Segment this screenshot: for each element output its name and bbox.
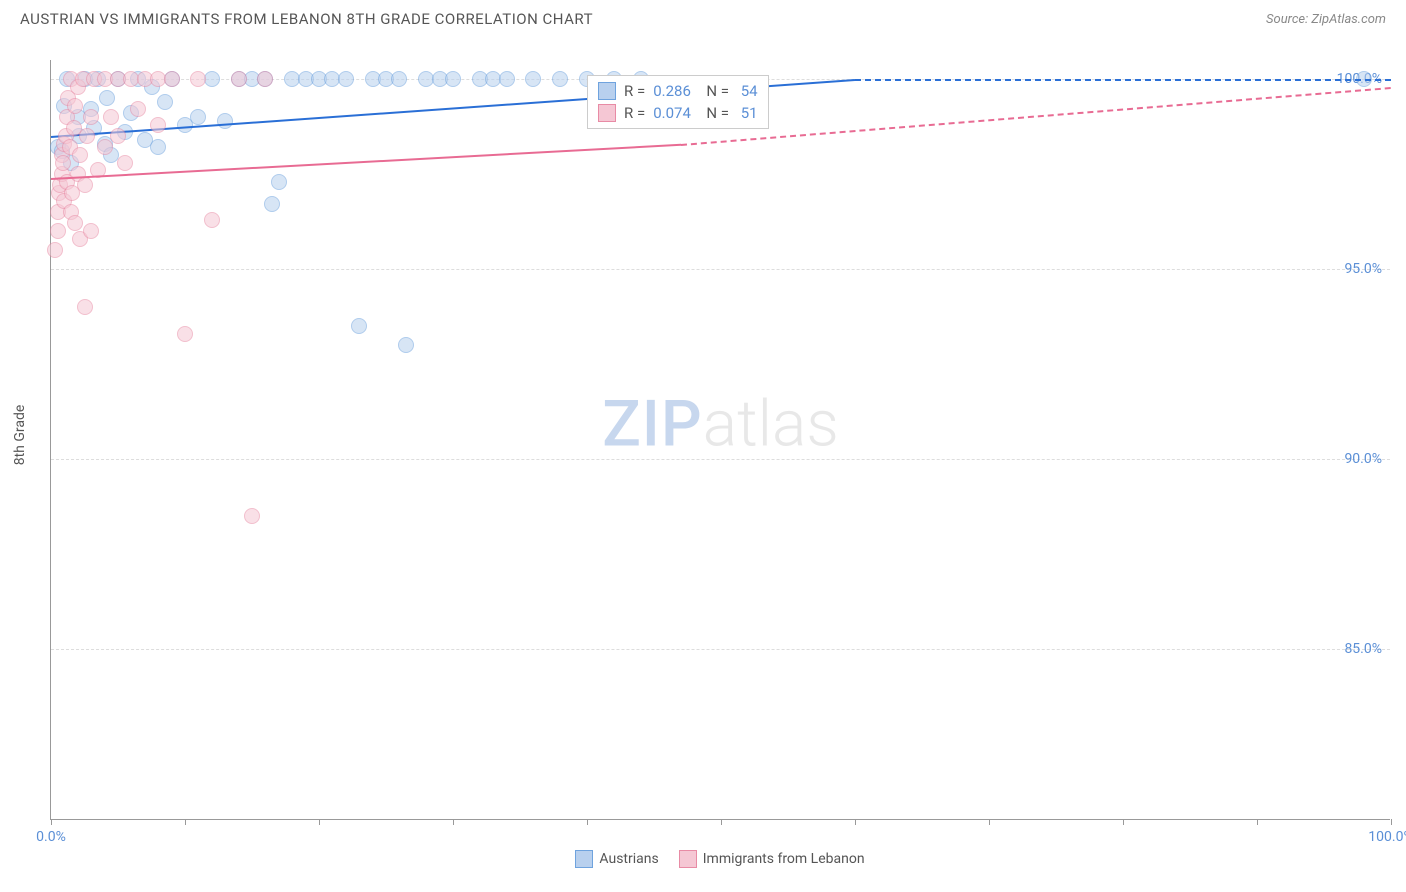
stats-r-label: R = [624, 104, 645, 122]
grid-line [51, 459, 1390, 460]
scatter-point [97, 139, 113, 155]
scatter-point [50, 223, 66, 239]
scatter-point [77, 299, 93, 315]
stats-n-label: N = [699, 104, 729, 122]
scatter-point [72, 147, 88, 163]
stats-n-value: 54 [737, 82, 758, 100]
stats-swatch [598, 104, 616, 122]
scatter-point [55, 155, 71, 171]
x-tick [1391, 819, 1392, 825]
scatter-point [103, 109, 119, 125]
legend-label-1: Austrians [599, 851, 658, 867]
scatter-point [157, 94, 173, 110]
watermark-zip: ZIP [602, 387, 703, 462]
y-tick-label: 90.0% [1344, 451, 1382, 467]
scatter-point [499, 71, 515, 87]
source-label: Source: ZipAtlas.com [1266, 12, 1386, 27]
x-tick [587, 819, 588, 825]
y-axis-label: 8th Grade [12, 405, 28, 466]
grid-line [51, 269, 1390, 270]
stats-r-value: 0.286 [653, 82, 691, 100]
watermark-atlas: atlas [703, 387, 839, 462]
scatter-point [164, 71, 180, 87]
legend-item-1: Austrians [575, 850, 658, 868]
chart-container: 8th Grade ZIPatlas 85.0%90.0%95.0%100.0%… [50, 50, 1390, 820]
x-tick [1123, 819, 1124, 825]
stats-swatch [598, 82, 616, 100]
scatter-point [552, 71, 568, 87]
trend-line-extrapolated [855, 79, 1391, 81]
legend-label-2: Immigrants from Lebanon [703, 851, 865, 867]
scatter-point [257, 71, 273, 87]
scatter-point [217, 113, 233, 129]
x-tick [855, 819, 856, 825]
stats-box: R = 0.286 N = 54 R = 0.074 N = 51 [587, 75, 769, 129]
scatter-point [190, 109, 206, 125]
scatter-point [110, 128, 126, 144]
stats-n-value: 51 [737, 104, 758, 122]
scatter-point [338, 71, 354, 87]
stats-r-value: 0.074 [653, 104, 691, 122]
scatter-point [150, 139, 166, 155]
scatter-point [398, 337, 414, 353]
stats-row: R = 0.286 N = 54 [598, 80, 758, 102]
stats-r-label: R = [624, 82, 645, 100]
x-tick [453, 819, 454, 825]
scatter-point [204, 212, 220, 228]
scatter-point [79, 128, 95, 144]
trend-line-extrapolated [681, 87, 1391, 146]
scatter-point [244, 508, 260, 524]
plot-area: ZIPatlas 85.0%90.0%95.0%100.0%0.0%100.0%… [50, 60, 1390, 820]
scatter-point [77, 177, 93, 193]
chart-title: AUSTRIAN VS IMMIGRANTS FROM LEBANON 8TH … [20, 10, 593, 28]
y-tick-label: 85.0% [1344, 641, 1382, 657]
x-tick [51, 819, 52, 825]
legend-swatch-2 [679, 850, 697, 868]
x-tick [1257, 819, 1258, 825]
stats-row: R = 0.074 N = 51 [598, 102, 758, 124]
watermark: ZIPatlas [602, 387, 839, 462]
trend-line [51, 144, 681, 180]
x-tick-label: 0.0% [36, 829, 66, 845]
legend-item-2: Immigrants from Lebanon [679, 850, 865, 868]
legend-swatch-1 [575, 850, 593, 868]
header: AUSTRIAN VS IMMIGRANTS FROM LEBANON 8TH … [0, 0, 1406, 36]
x-tick [989, 819, 990, 825]
scatter-point [67, 98, 83, 114]
stats-n-label: N = [699, 82, 729, 100]
scatter-point [117, 155, 133, 171]
y-tick-label: 95.0% [1344, 261, 1382, 277]
scatter-point [445, 71, 461, 87]
scatter-point [83, 223, 99, 239]
scatter-point [190, 71, 206, 87]
scatter-point [83, 109, 99, 125]
x-tick [185, 819, 186, 825]
scatter-point [525, 71, 541, 87]
x-tick [721, 819, 722, 825]
x-tick-label: 100.0% [1368, 829, 1406, 845]
scatter-point [264, 196, 280, 212]
scatter-point [99, 90, 115, 106]
x-tick [319, 819, 320, 825]
scatter-point [177, 326, 193, 342]
scatter-point [130, 101, 146, 117]
bottom-legend: Austrians Immigrants from Lebanon [50, 850, 1390, 868]
scatter-point [67, 215, 83, 231]
scatter-point [391, 71, 407, 87]
grid-line [51, 649, 1390, 650]
scatter-point [47, 242, 63, 258]
scatter-point [271, 174, 287, 190]
scatter-point [150, 117, 166, 133]
scatter-point [351, 318, 367, 334]
scatter-point [231, 71, 247, 87]
